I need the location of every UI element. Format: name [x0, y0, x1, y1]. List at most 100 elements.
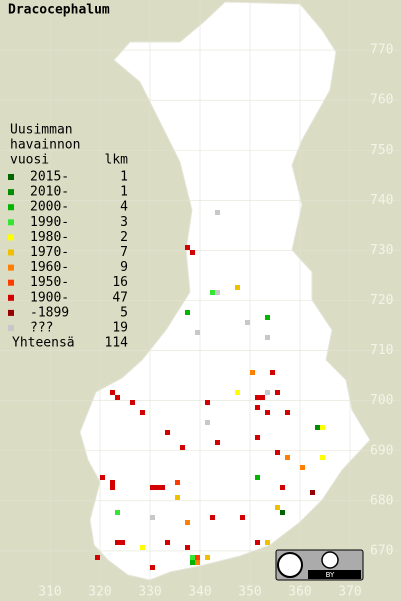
observation [195, 330, 200, 335]
observation [190, 560, 195, 565]
legend-label: 1950- [30, 275, 69, 290]
legend-swatch [8, 325, 14, 331]
observation [265, 335, 270, 340]
legend-swatch [8, 219, 14, 226]
observation [175, 495, 180, 500]
legend-count: 4 [120, 200, 128, 215]
easting-label: 320 [88, 585, 111, 600]
easting-label: 340 [188, 585, 211, 600]
legend-count: 19 [112, 321, 128, 336]
observation [155, 485, 160, 490]
observation [150, 515, 155, 520]
easting-label: 360 [288, 585, 311, 600]
legend-label: 2010- [30, 185, 69, 200]
observation [235, 285, 240, 290]
northing-label: 740 [370, 193, 393, 208]
legend-count: 47 [112, 290, 128, 305]
northing-label: 770 [370, 43, 393, 58]
northing-label: 670 [370, 543, 393, 558]
northing-label: 720 [370, 293, 393, 308]
observation [265, 410, 270, 415]
easting-label: 370 [338, 585, 361, 600]
observation [265, 390, 270, 395]
by-icon [321, 551, 339, 569]
observation [215, 440, 220, 445]
legend-header: Uusimman [10, 123, 73, 138]
legend-header: havainnon [10, 138, 80, 153]
title: Dracocephalum [8, 3, 110, 18]
observation [115, 540, 120, 545]
northing-label: 750 [370, 143, 393, 158]
observation [255, 405, 260, 410]
legend-swatch [8, 174, 14, 180]
northing-label: 680 [370, 493, 393, 508]
easting-label: 350 [238, 585, 261, 600]
observation [320, 455, 325, 460]
license-text: BY [326, 571, 335, 579]
legend-count: 1 [120, 185, 128, 200]
legend-label: 1970- [30, 245, 69, 260]
legend-label: 1900- [30, 290, 69, 305]
observation [285, 410, 290, 415]
observation [265, 315, 270, 320]
observation [190, 555, 195, 560]
observation [180, 445, 185, 450]
legend-count: 2 [120, 230, 128, 245]
observation [255, 435, 260, 440]
observations [95, 210, 325, 570]
observation [310, 490, 315, 495]
observation [195, 560, 200, 565]
observation [110, 390, 115, 395]
easting-label: 330 [138, 585, 161, 600]
observation [205, 555, 210, 560]
observation [315, 425, 320, 430]
observation [115, 510, 120, 515]
legend-label: 1960- [30, 260, 69, 275]
observation [205, 400, 210, 405]
observation [255, 475, 260, 480]
northing-label: 700 [370, 393, 393, 408]
legend-count: 3 [120, 215, 128, 230]
legend-count: 9 [120, 260, 128, 275]
observation [185, 310, 190, 315]
observation [270, 370, 275, 375]
observation [175, 480, 180, 485]
legend-total: 114 [105, 336, 129, 351]
legend-count: 7 [120, 245, 128, 260]
observation [185, 245, 190, 250]
legend-label: 1990- [30, 215, 69, 230]
northing-label: 690 [370, 443, 393, 458]
legend-count: 16 [112, 275, 128, 290]
legend-label: 2015- [30, 170, 69, 185]
observation [195, 555, 200, 560]
legend-header: vuosi [10, 153, 49, 168]
observation [265, 540, 270, 545]
legend-swatch [8, 279, 14, 286]
legend-label: 1980- [30, 230, 69, 245]
observation [140, 545, 145, 550]
observation [115, 395, 120, 400]
observation [255, 395, 260, 400]
observation [285, 455, 290, 460]
observation [140, 410, 145, 415]
legend-swatch [8, 234, 14, 241]
cc-icon [277, 552, 303, 578]
license-badge: BY [275, 549, 364, 581]
badge-strip [308, 570, 361, 579]
observation [110, 485, 115, 490]
observation [130, 400, 135, 405]
legend-label: 2000- [30, 200, 69, 215]
northing-label: 710 [370, 343, 393, 358]
observation [215, 290, 220, 295]
legend-count-header: lkm [105, 153, 129, 168]
legend-label: -1899 [30, 305, 69, 320]
observation [320, 425, 325, 430]
observation [280, 510, 285, 515]
legend-count: 5 [120, 305, 128, 320]
legend-label: ??? [30, 321, 53, 336]
legend-count: 1 [120, 170, 128, 185]
observation [185, 520, 190, 525]
